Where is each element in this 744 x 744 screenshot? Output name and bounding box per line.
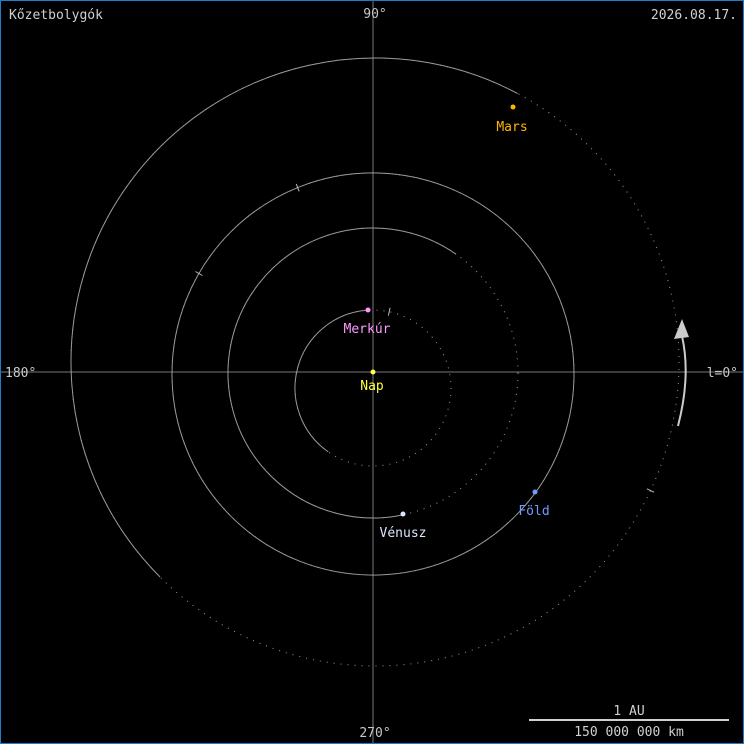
date-label: 2026.08.17.: [651, 8, 737, 23]
axis-label-270: 270°: [359, 726, 390, 741]
mars-orbit: [70, 57, 518, 578]
axis-label-90: 90°: [363, 7, 386, 22]
mercury-orbit-tick: [387, 307, 391, 316]
venus-label: Vénusz: [380, 526, 427, 541]
mars-orbit-dotted: [70, 57, 680, 667]
mercury-label: Merkúr: [344, 322, 391, 337]
mercury-marker: [365, 307, 371, 313]
sun-marker: [370, 369, 376, 375]
axis-label-0: l=0°: [707, 366, 738, 381]
earth-orbit: [171, 172, 575, 576]
venus-orbit: [227, 227, 457, 519]
mars-marker: [510, 104, 516, 110]
mars-orbit-tick: [646, 488, 655, 493]
sun-label: Nap: [360, 379, 384, 394]
earth-marker: [532, 489, 538, 495]
chart-title: Kőzetbolygók: [9, 8, 103, 23]
earth-orbit-tick: [295, 183, 300, 192]
axis-label-180: 180°: [5, 366, 36, 381]
scale-au-label: 1 AU: [613, 704, 644, 719]
mercury-orbit-dotted: [294, 309, 452, 467]
mercury-orbit: [294, 309, 367, 453]
earth-orbit-tick: [195, 271, 203, 276]
mars-label: Mars: [496, 120, 527, 135]
counterclockwise-arrow-icon: [674, 319, 689, 427]
earth-label: Föld: [518, 504, 549, 519]
scale-km-label: 150 000 000 km: [574, 725, 684, 740]
venus-marker: [400, 511, 406, 517]
